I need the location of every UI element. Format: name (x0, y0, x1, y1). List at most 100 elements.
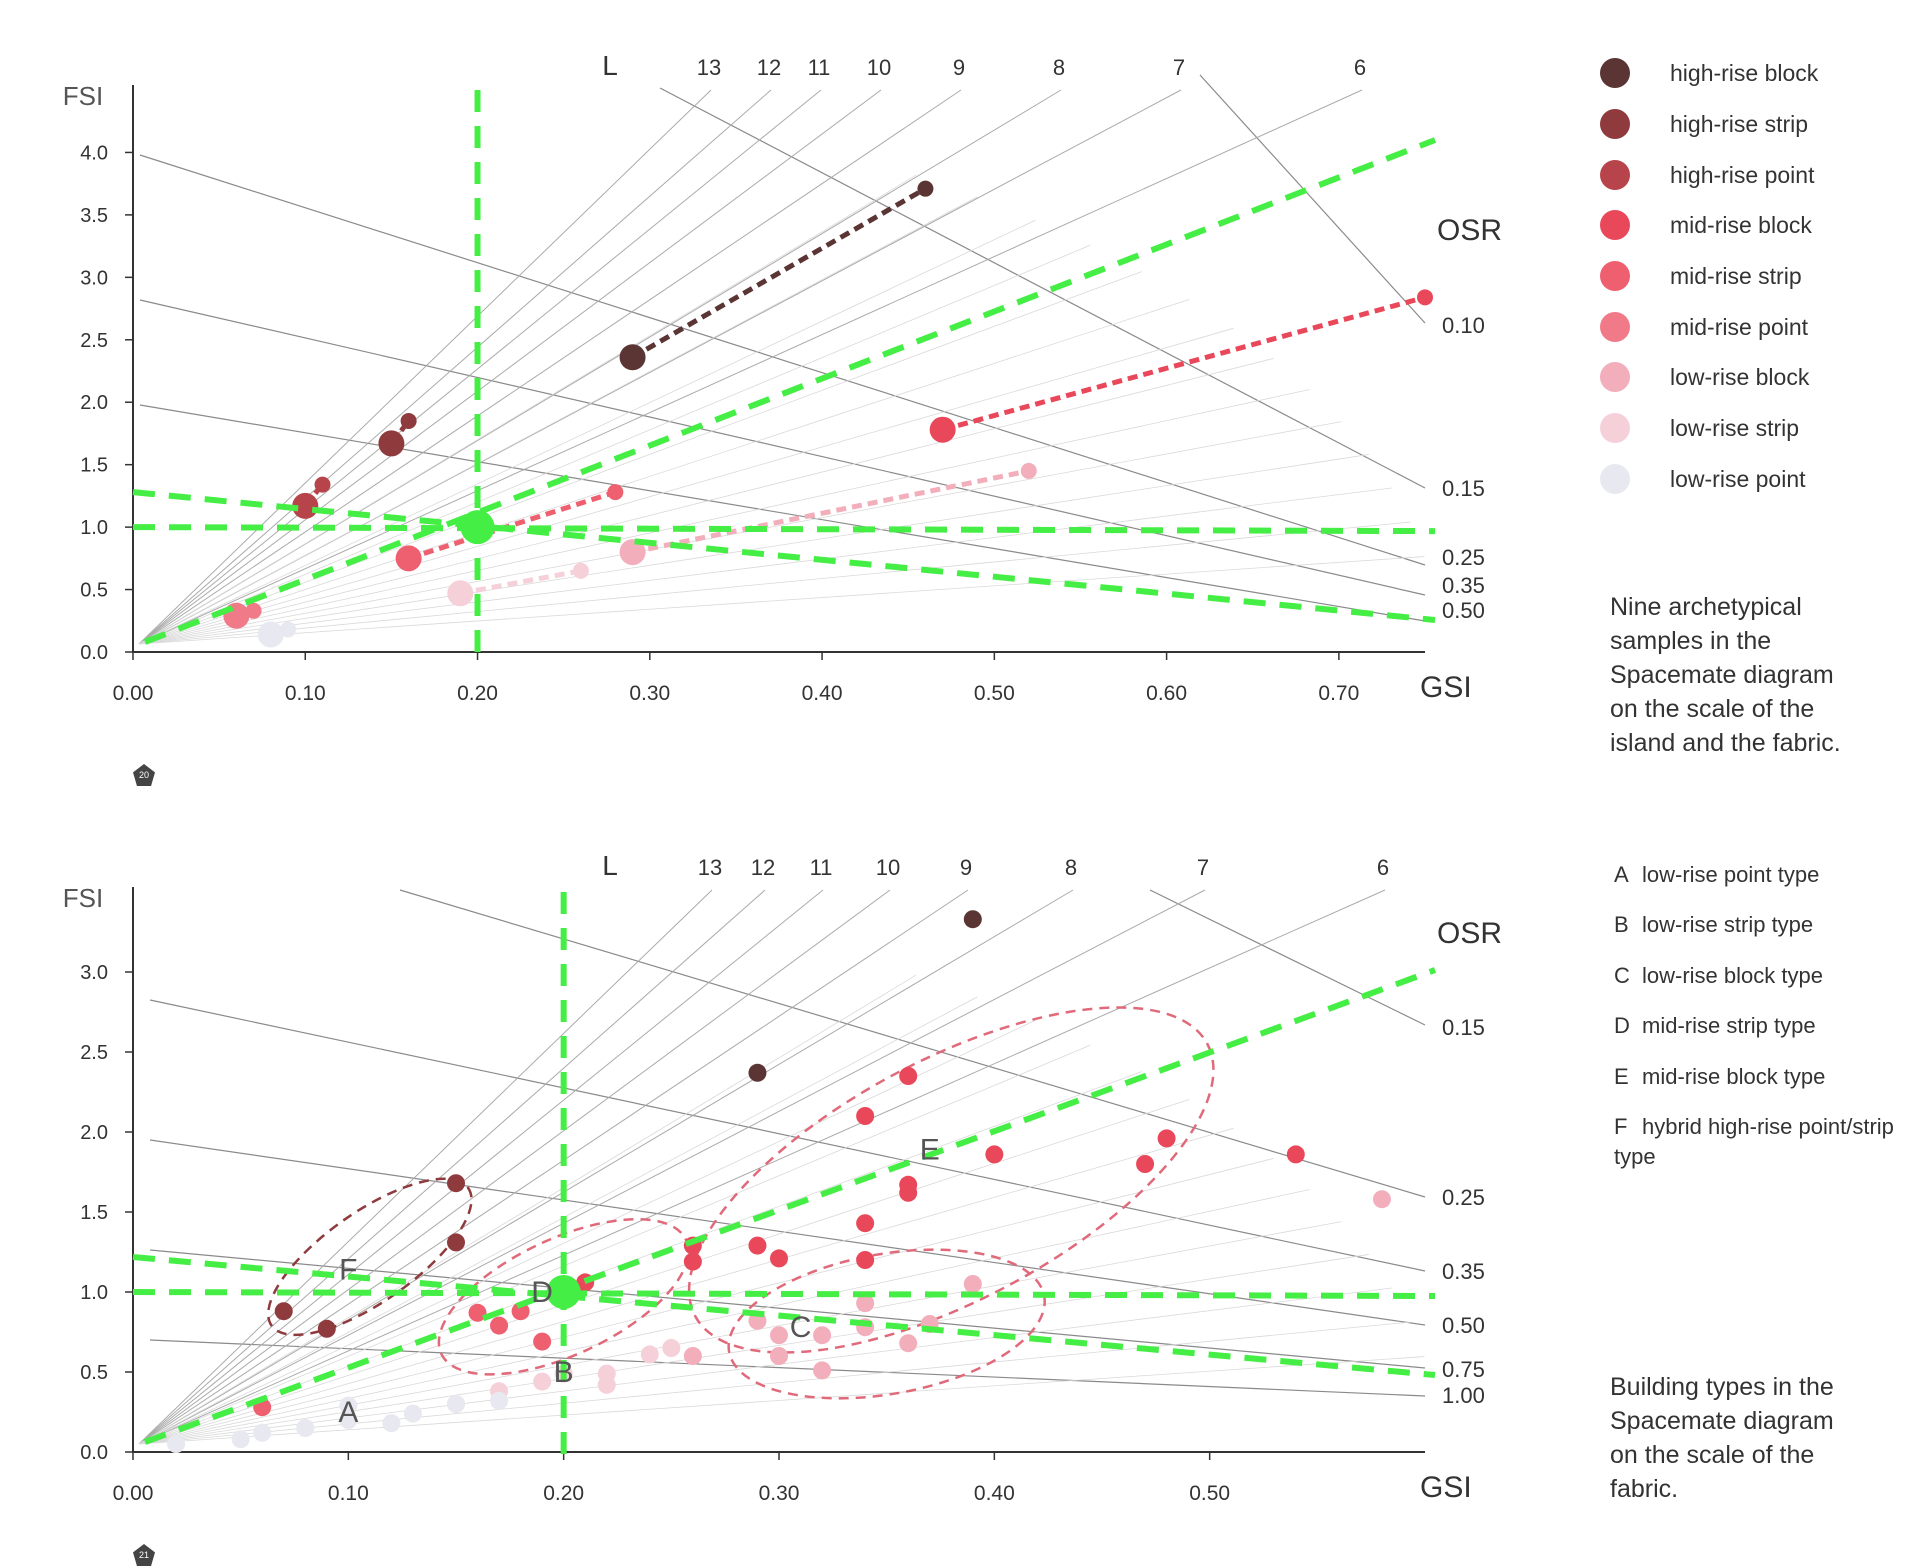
fan-line (138, 1356, 1425, 1445)
y-axis-title: FSI (63, 883, 103, 913)
osr-label: 0.35 (1442, 1259, 1485, 1284)
y-tick-label: 0.0 (80, 1442, 108, 1464)
legend-swatch (1600, 109, 1630, 139)
l-line (138, 89, 772, 645)
data-point (640, 1345, 659, 1364)
fan-line (138, 487, 1392, 645)
spacemate-chart-1 (125, 74, 1437, 662)
l-title: L (602, 850, 618, 881)
cluster-label: D (531, 1276, 553, 1309)
data-point (856, 1251, 875, 1269)
data-point (314, 476, 331, 493)
fan-line (138, 1127, 1234, 1445)
legend-label: low-rise strip (1670, 415, 1800, 441)
x-tick-label: 0.10 (285, 682, 326, 705)
l-label: 8 (1053, 55, 1065, 80)
data-point (292, 492, 319, 519)
l-label: 12 (751, 855, 775, 880)
osr-label: 0.10 (1442, 313, 1485, 338)
osr-label: 0.35 (1442, 573, 1485, 598)
type-text: mid-rise strip type (1642, 1013, 1816, 1038)
data-point (511, 1302, 530, 1321)
fan-line (138, 1044, 1091, 1445)
osr-label: 0.50 (1442, 1313, 1485, 1338)
data-point (296, 1419, 315, 1437)
l-label: 10 (876, 855, 900, 880)
caption-top: Nine archetypical samples in the Spacema… (1610, 593, 1841, 757)
legend-label: low-rise point (1670, 466, 1806, 492)
osr-label: 0.15 (1442, 476, 1485, 501)
fan-line (138, 521, 1411, 645)
x-tick-label: 0.70 (1318, 682, 1359, 705)
osr-title: OSR (1437, 917, 1502, 950)
osr-line (659, 87, 1426, 489)
fan-line (138, 996, 978, 1445)
legend-label: mid-rise strip (1670, 263, 1802, 289)
data-point (257, 621, 284, 648)
data-point (1157, 1129, 1176, 1148)
osr-label: 0.50 (1442, 598, 1485, 623)
y-tick-label: 3.5 (80, 205, 108, 227)
cluster-label: A (338, 1396, 358, 1429)
data-point (339, 1396, 358, 1415)
data-point (223, 602, 250, 629)
fan-line (138, 1071, 1142, 1445)
data-point (813, 1326, 832, 1345)
fan-line (138, 1287, 1392, 1445)
data-point (813, 1361, 832, 1380)
fan-line (138, 389, 1310, 645)
x-tick-label: 0.20 (543, 1482, 584, 1505)
l-label: 11 (810, 855, 833, 880)
x-tick-label: 0.00 (113, 682, 154, 705)
osr-line (149, 1339, 1426, 1397)
y-tick-label: 0.5 (80, 1362, 108, 1384)
reference-line-horizontal (132, 524, 1436, 535)
osr-title: OSR (1437, 214, 1502, 247)
l-line (138, 889, 1206, 1445)
legend-label: high-rise block (1670, 60, 1819, 86)
data-point (1136, 1155, 1155, 1173)
l-line (138, 889, 766, 1445)
caption-bottom: Building types in the Spacemate diagram … (1610, 1373, 1834, 1503)
legend-swatch (1600, 464, 1630, 494)
l-label: 10 (867, 55, 891, 80)
data-point (447, 580, 474, 607)
type-letter: B (1614, 912, 1629, 937)
type-letter: C (1614, 963, 1630, 988)
x-tick-label: 0.00 (113, 1482, 154, 1505)
osr-line (139, 404, 1426, 622)
data-point (929, 416, 956, 443)
data-point (572, 562, 589, 579)
series-connector (407, 489, 617, 561)
reference-line-osr (132, 1254, 1436, 1378)
osr-label: 0.25 (1442, 545, 1485, 570)
osr-line (139, 154, 1426, 566)
legend-swatch (1600, 362, 1630, 392)
data-point (1372, 1190, 1391, 1209)
legend-swatch (1600, 160, 1630, 190)
cluster-label: F (339, 1254, 357, 1287)
data-point (231, 1430, 250, 1449)
osr-line (149, 999, 1426, 1272)
data-point (395, 545, 422, 572)
fan-line (138, 421, 1342, 645)
type-text: mid-rise block type (1642, 1064, 1826, 1089)
data-point (856, 1214, 875, 1233)
osr-line (1149, 889, 1426, 1026)
data-point (400, 412, 417, 429)
y-axis-title: FSI (63, 81, 103, 111)
cluster-label: E (920, 1134, 940, 1167)
series-connector (631, 186, 927, 360)
y-tick-label: 3.0 (80, 267, 108, 289)
l-label: 13 (697, 55, 721, 80)
l-label: 13 (698, 855, 722, 880)
fan-line (138, 1221, 1342, 1445)
osr-label: 0.25 (1442, 1185, 1485, 1210)
l-line (138, 889, 1386, 1445)
legend-label: high-rise strip (1670, 111, 1809, 137)
y-tick-label: 2.0 (80, 1122, 108, 1144)
l-line (138, 89, 962, 645)
data-point (1286, 1145, 1305, 1164)
